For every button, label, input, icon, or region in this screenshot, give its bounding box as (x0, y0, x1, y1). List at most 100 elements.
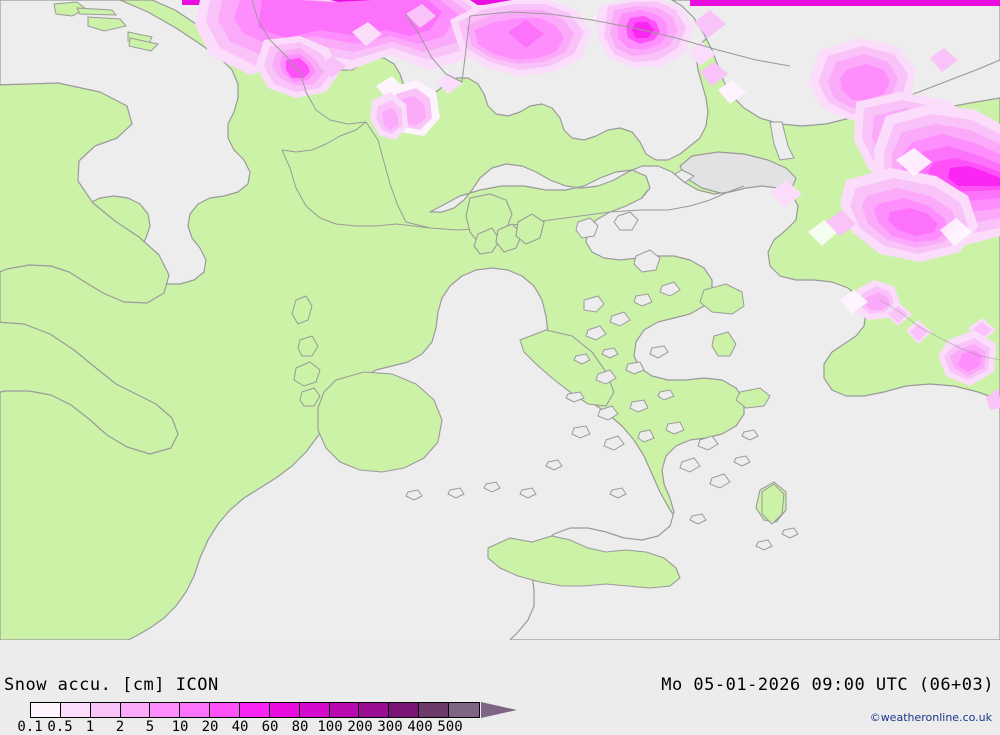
legend-footer: Snow accu. [cm] ICON Mo 05-01-2026 09:00… (0, 640, 1000, 735)
snow-anatolia-6 (986, 388, 1000, 410)
land-corfu (291, 295, 313, 325)
border-albania-greece (281, 149, 397, 227)
snow-accumulation-layer (182, 0, 1000, 410)
colorbar-swatch-200 (359, 703, 390, 717)
snow-diamond-thrace-3 (700, 62, 728, 86)
colorbar-tick-40: 40 (231, 719, 249, 735)
border-bulgaria-romania (469, 11, 791, 67)
colorbar-tick-400: 400 (407, 719, 433, 735)
land-zakynthos (299, 387, 321, 407)
border-bosnia (251, 0, 367, 125)
land-kassandra (473, 227, 501, 255)
land-evia (519, 329, 615, 407)
colorbar-tick-10: 10 (171, 719, 189, 735)
land-karpathos (761, 483, 785, 525)
colorbar-tick-labels: 0.1 0.5 1 2 5 10 20 40 60 80 100 200 300 400 500 (0, 719, 600, 735)
snow-diamond-marmara-2 (826, 210, 856, 236)
colorbar-swatch-400 (419, 703, 450, 717)
colorbar-tick-2: 2 (115, 719, 125, 735)
colorbar-tick-20: 20 (201, 719, 219, 735)
legend-title: Snow accu. [cm] ICON (4, 675, 219, 695)
colorbar-tick-80: 80 (291, 719, 309, 735)
colorbar-swatch-40 (240, 703, 270, 717)
colorbar-swatch-2 (120, 703, 151, 717)
islands-cyclades (405, 281, 799, 551)
colorbar-swatch-80 (299, 703, 330, 717)
colorbar-tick-0.5: 0.5 (47, 719, 73, 735)
border-turkey-internal (879, 299, 1000, 361)
colorbar-tick-5: 5 (145, 719, 155, 735)
colorbar-swatch-500 (449, 703, 479, 717)
snow-patch-montenegro (370, 92, 408, 140)
island-dalmatia-b (87, 16, 127, 32)
land-peloponnese (317, 371, 443, 473)
snow-diamond-thrace-4 (718, 80, 746, 104)
snow-patch-rhodope (596, 0, 694, 68)
islands-dalmatia (53, 1, 160, 52)
colorbar-swatch-300 (389, 703, 420, 717)
snow-diamond-serbia-4 (437, 72, 462, 94)
land-chios (711, 331, 737, 357)
snow-diamond-marmara-1 (770, 180, 802, 208)
border-serbia-romania (405, 13, 471, 83)
colorbar-tick-60: 60 (261, 719, 279, 735)
colorbar-swatch-5 (150, 703, 181, 717)
colorbar-swatch-100 (329, 703, 360, 717)
snow-black-sea-edge (690, 0, 1000, 6)
land-athos (515, 213, 545, 245)
coastlines-islands (291, 193, 799, 589)
snow-anatolia-7 (840, 290, 868, 314)
snow-diamond-thrace-1 (694, 10, 726, 38)
colorbar-tick-500: 500 (437, 719, 463, 735)
snow-patch-marmara-east (840, 168, 978, 262)
island-dalmatia-d (128, 37, 160, 52)
snow-diamond-serbia-1 (318, 56, 346, 78)
colorbar-tick-0.1: 0.1 (17, 719, 43, 735)
snow-hole-2 (940, 218, 972, 246)
land-lefkada (297, 335, 319, 357)
island-dalmatia-e (76, 7, 118, 16)
land-lesvos (699, 283, 745, 315)
colorbar[interactable] (30, 702, 480, 718)
snow-diamond-dobrudja (930, 48, 958, 72)
snow-diamond-bg-3 (508, 20, 544, 48)
land-samothraki (613, 211, 639, 231)
land-italy-south-final (0, 321, 179, 455)
colorbar-tick-1: 1 (85, 719, 95, 735)
colorbar-swatch-0.5 (60, 703, 91, 717)
colorbar-tick-100: 100 (317, 719, 343, 735)
land-limnos (633, 249, 661, 273)
border-albania-macedonia (281, 121, 367, 153)
run-datetime: Mo 05-01-2026 09:00 UTC (06+03) (661, 675, 994, 695)
snow-diamond-thrace-2 (688, 42, 716, 66)
colorbar-swatch-20 (210, 703, 241, 717)
snow-hole-1 (896, 148, 932, 176)
country-borders (251, 0, 1000, 361)
water-bosphorus (769, 121, 795, 161)
border-serbia-south (365, 121, 407, 223)
weather-map-canvas[interactable] (0, 0, 1000, 640)
colorbar-swatch-10 (180, 703, 211, 717)
colorbar-tick-300: 300 (377, 719, 403, 735)
land-italy-puglia-final (0, 82, 170, 304)
colorbar-swatch-60 (269, 703, 300, 717)
snow-diamond-serbia-3 (406, 4, 436, 28)
border-bulgaria-turkey (667, 185, 745, 211)
border-macedonia-greece (395, 223, 431, 229)
snow-diamond-serbia-2 (352, 22, 382, 46)
colorbar-tick-200: 200 (347, 719, 373, 735)
colorbar-swatch-1 (90, 703, 121, 717)
colorbar-overflow-arrow (481, 702, 517, 718)
land-thassos (575, 217, 599, 239)
copyright-label: ©weatheronline.co.uk (869, 711, 992, 724)
land-samos (735, 387, 771, 409)
colorbar-wrapper: 0.1 0.5 1 2 5 10 20 40 60 80 100 200 300 400 500 (0, 702, 600, 735)
land-sithonia (495, 223, 523, 253)
colorbar-swatch-0.1 (31, 703, 61, 717)
land-kefalonia (293, 361, 321, 387)
map-panel[interactable] (0, 0, 1000, 640)
land-crete (487, 535, 681, 589)
map-render (0, 0, 1000, 640)
snow-patch-bosnia (256, 36, 340, 98)
